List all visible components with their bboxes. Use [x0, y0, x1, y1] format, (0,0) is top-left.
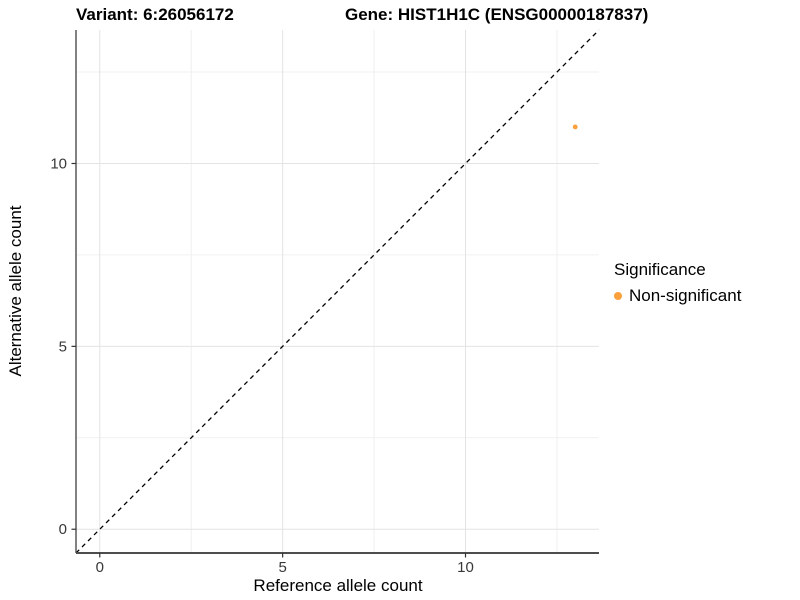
x-tick-label: 10 [457, 559, 474, 576]
y-axis-title: Alternative allele count [6, 205, 25, 377]
legend-title: Significance [614, 260, 706, 279]
variant-title: Variant: 6:26056172 [76, 5, 234, 24]
data-point [572, 124, 578, 130]
x-tick-label: 0 [96, 559, 104, 576]
legend: Significance Non-significant [614, 260, 741, 306]
identity-line [75, 29, 600, 554]
legend-item-label: Non-significant [629, 286, 742, 305]
legend-point-icon [614, 292, 622, 300]
x-axis-title: Reference allele count [253, 576, 423, 595]
y-tick-label: 0 [59, 521, 67, 538]
plot-panel: 0 5 10 0 5 10 [50, 29, 600, 576]
gene-title: Gene: HIST1H1C (ENSG00000187837) [345, 5, 649, 24]
x-tick-label: 5 [278, 559, 286, 576]
y-tick-label: 10 [50, 155, 67, 172]
legend-item-non-significant: Non-significant [614, 286, 741, 306]
y-tick-label: 5 [59, 338, 67, 355]
